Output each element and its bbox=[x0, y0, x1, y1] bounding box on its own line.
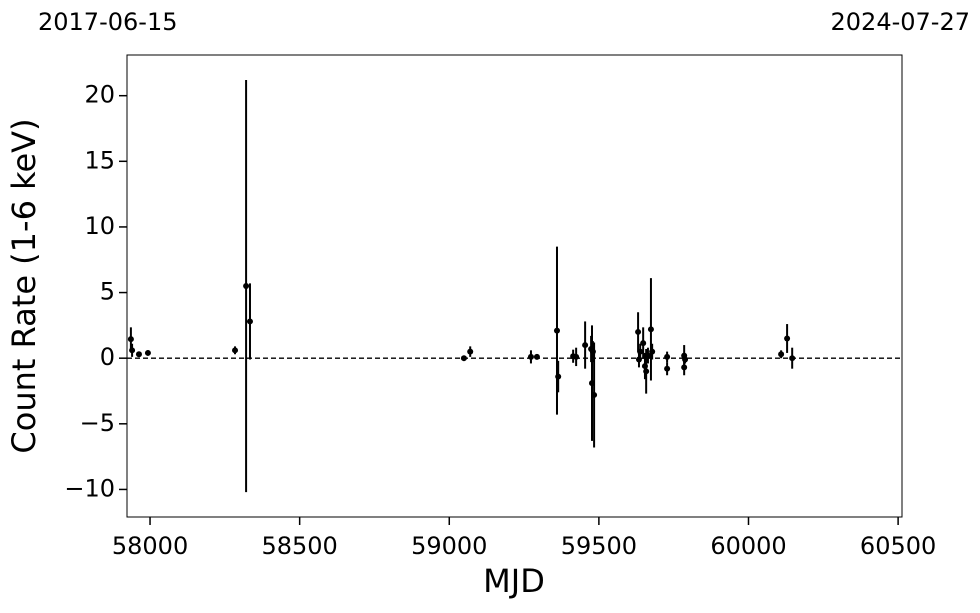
data-point bbox=[527, 353, 534, 360]
data-point bbox=[553, 327, 560, 334]
data-point bbox=[789, 355, 796, 362]
data-point bbox=[778, 351, 785, 358]
data-point bbox=[649, 348, 656, 355]
annotation-end-date: 2024-07-27 bbox=[831, 8, 970, 36]
data-point bbox=[664, 365, 671, 372]
data-point bbox=[643, 368, 650, 375]
data-point bbox=[644, 352, 651, 359]
y-axis-label: Count Rate (1-6 keV) bbox=[5, 118, 43, 453]
x-tick-label: 60500 bbox=[860, 532, 936, 560]
y-tick-label: 15 bbox=[84, 146, 115, 174]
data-point bbox=[637, 348, 644, 355]
data-point bbox=[591, 391, 598, 398]
data-point bbox=[246, 318, 253, 325]
data-point bbox=[144, 349, 151, 356]
data-point bbox=[135, 351, 142, 358]
data-point bbox=[682, 356, 689, 363]
data-point bbox=[784, 335, 791, 342]
data-point bbox=[635, 328, 642, 335]
data-point bbox=[555, 373, 562, 380]
plot-frame bbox=[126, 54, 903, 518]
x-axis-label: MJD bbox=[483, 562, 545, 600]
data-point bbox=[640, 340, 647, 347]
y-tick-label: 10 bbox=[84, 212, 115, 240]
x-tick-label: 59500 bbox=[561, 532, 637, 560]
data-point bbox=[232, 347, 239, 354]
data-point bbox=[664, 353, 671, 360]
data-point bbox=[129, 347, 136, 354]
data-point bbox=[573, 353, 580, 360]
data-point bbox=[681, 364, 688, 371]
x-tick-label: 58500 bbox=[261, 532, 337, 560]
data-point bbox=[647, 326, 654, 333]
data-point bbox=[460, 355, 467, 362]
x-tick-label: 58000 bbox=[112, 532, 188, 560]
y-tick-label: 5 bbox=[100, 278, 115, 306]
data-point bbox=[467, 348, 474, 355]
data-point bbox=[582, 342, 589, 349]
y-tick-label: −10 bbox=[64, 474, 115, 502]
y-tick-label: 20 bbox=[84, 81, 115, 109]
y-tick-label: −5 bbox=[80, 409, 115, 437]
y-tick-label: 0 bbox=[100, 343, 115, 371]
data-point bbox=[243, 283, 250, 289]
data-point bbox=[533, 353, 540, 360]
x-tick-label: 59000 bbox=[411, 532, 487, 560]
annotation-start-date: 2017-06-15 bbox=[38, 8, 177, 36]
x-tick-label: 60000 bbox=[710, 532, 786, 560]
data-point bbox=[127, 336, 134, 343]
